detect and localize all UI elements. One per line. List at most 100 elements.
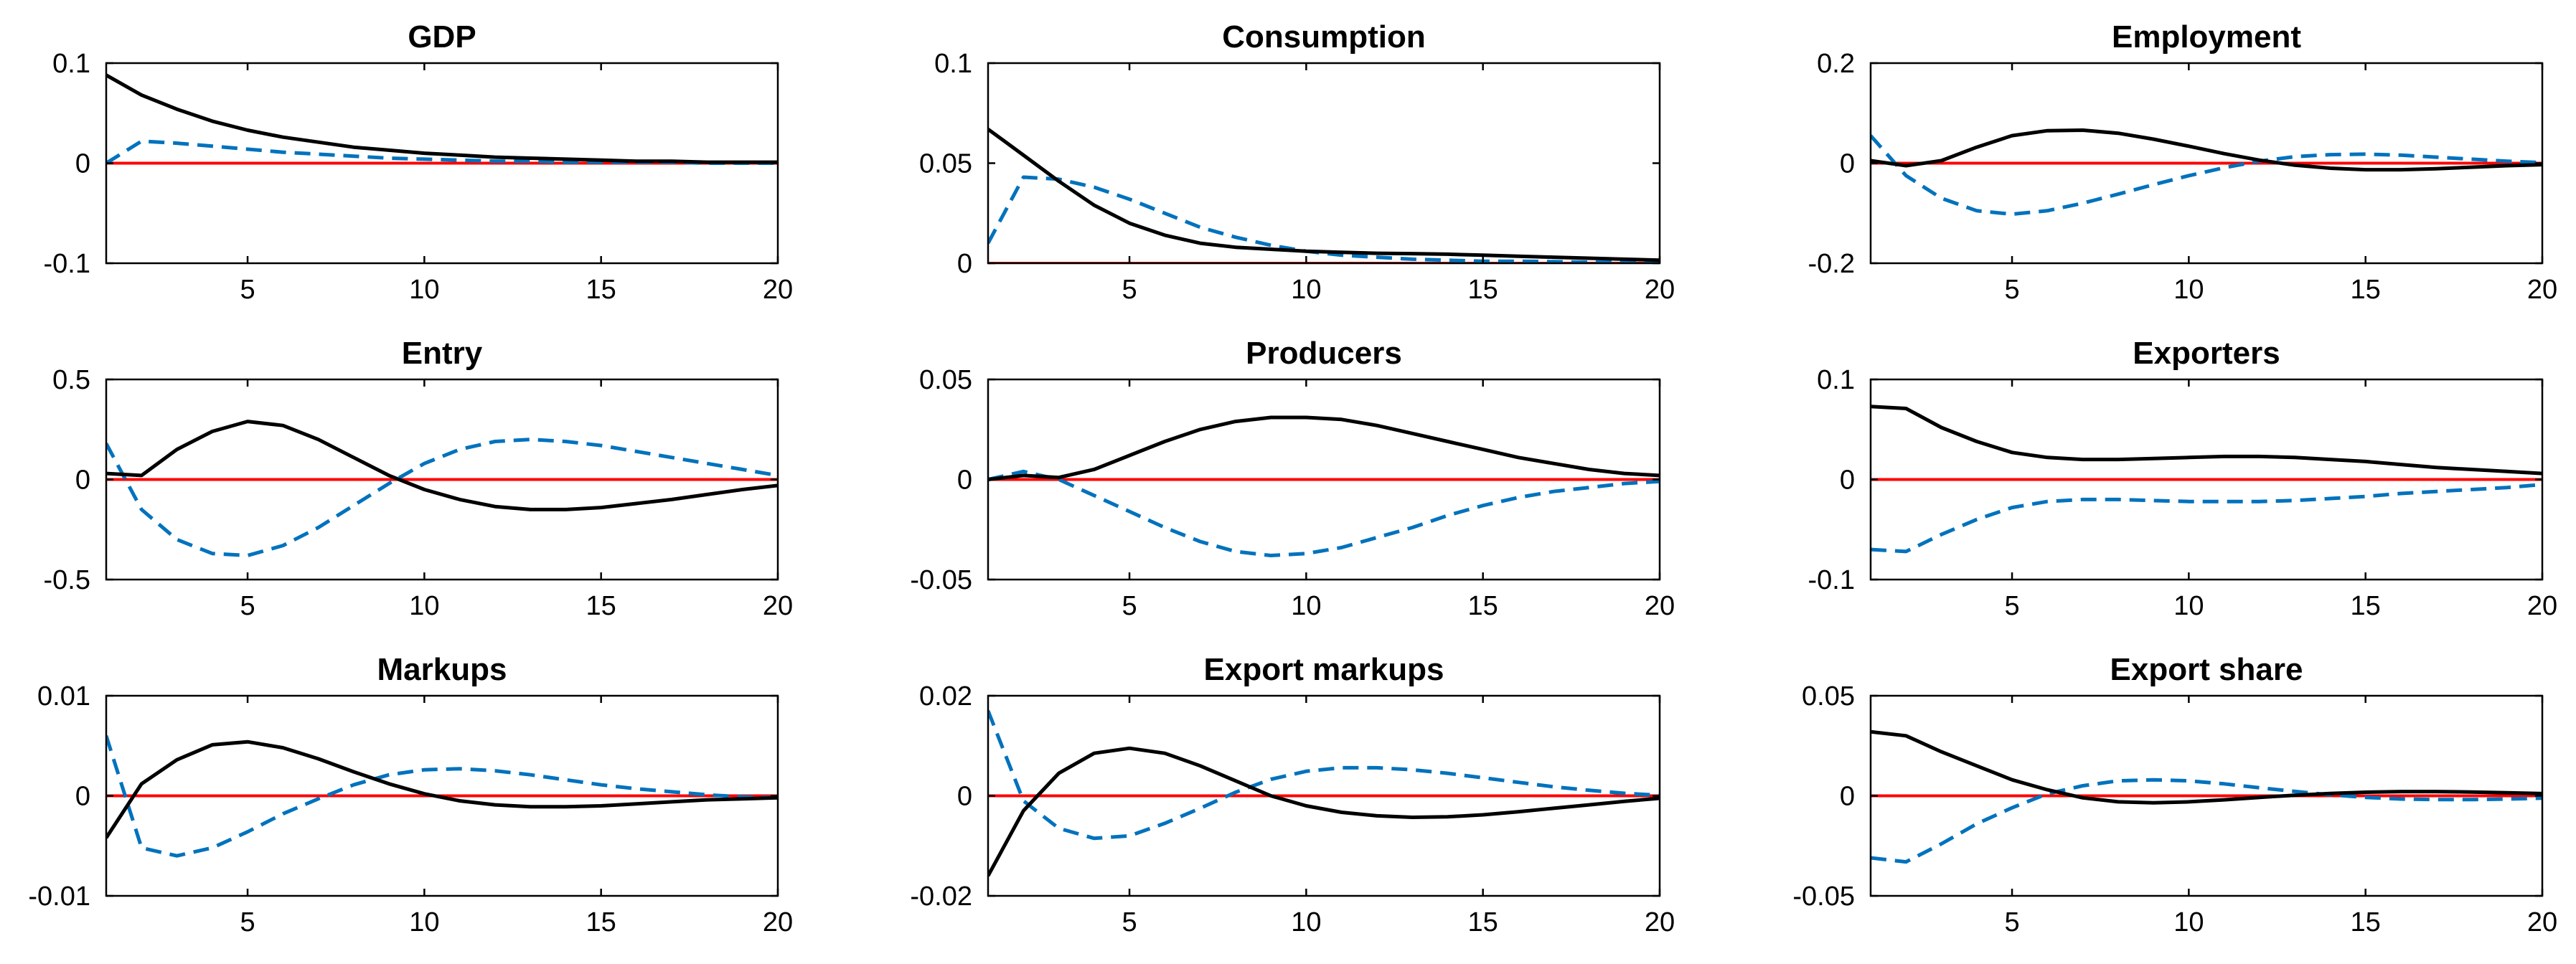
y-tick-label: 0 [1840, 149, 1855, 179]
panel-export-share: Export share 5 10 15 20 -0.05 0 0.05 [1792, 652, 2557, 937]
x-tick-label: 20 [1645, 907, 1675, 937]
panel-consumption: Consumption 5 10 15 20 0 0.05 0.1 [919, 19, 1675, 305]
y-tick-label: 0.5 [52, 365, 90, 395]
y-tick-label: -0.2 [1808, 249, 1855, 279]
x-tick-label: 15 [586, 275, 616, 305]
panel-title: Consumption [1222, 19, 1426, 55]
x-tick-label: 10 [409, 275, 439, 305]
panel-title: Exporters [2133, 336, 2280, 371]
x-tick-label: 10 [1291, 275, 1321, 305]
x-tick-label: 10 [1291, 907, 1321, 937]
series-solid-line [1871, 128, 2542, 172]
panel-producers: Producers 5 10 15 20 -0.05 0 0.05 [910, 336, 1675, 621]
panel-exporters: Exporters 5 10 15 20 -0.1 0 0.1 [1808, 336, 2558, 621]
panel-title: Markups [377, 652, 507, 687]
x-tick-label: 10 [2173, 275, 2204, 305]
series-dashed-line [1871, 134, 2542, 217]
y-tick-label: -0.05 [910, 565, 972, 595]
x-tick-label: 10 [409, 907, 439, 937]
x-tick-label: 5 [1122, 591, 1137, 621]
series-dashed-line [106, 735, 778, 858]
series-solid-line [106, 739, 778, 839]
series-solid-line [1871, 729, 2542, 805]
y-tick-label: -0.05 [1792, 882, 1855, 912]
x-tick-label: 20 [1645, 591, 1675, 621]
x-tick-label: 20 [2527, 275, 2557, 305]
series-dashed-line [988, 469, 1660, 557]
x-tick-label: 5 [2004, 591, 2019, 621]
y-tick-label: 0.01 [37, 681, 90, 712]
series-solid-line [106, 73, 778, 164]
x-tick-label: 15 [2351, 907, 2381, 937]
x-tick-label: 5 [1122, 275, 1137, 305]
y-tick-label: 0.05 [919, 149, 972, 179]
x-tick-label: 5 [240, 591, 255, 621]
x-tick-label: 10 [2173, 907, 2204, 937]
x-tick-label: 20 [763, 907, 793, 937]
panel-title: Export markups [1204, 652, 1444, 687]
x-tick-label: 5 [240, 275, 255, 305]
panel-entry: Entry 5 10 15 20 -0.5 0 0.5 [44, 336, 794, 621]
series-solid-line [1871, 405, 2542, 476]
x-tick-label: 15 [586, 907, 616, 937]
x-tick-label: 5 [240, 907, 255, 937]
y-tick-label: -0.1 [1808, 565, 1855, 595]
series-dashed-line [1871, 778, 2542, 864]
y-tick-label: 0 [957, 782, 972, 812]
series-dashed-line [1871, 483, 2542, 554]
x-tick-label: 15 [1468, 275, 1498, 305]
series-solid-line [988, 128, 1660, 263]
x-tick-label: 10 [2173, 591, 2204, 621]
y-tick-label: 0.02 [919, 681, 972, 712]
series-dashed-line [988, 175, 1660, 263]
y-tick-label: -0.01 [28, 882, 90, 912]
x-tick-label: 5 [2004, 907, 2019, 937]
y-tick-label: 0 [1840, 466, 1855, 496]
x-tick-label: 5 [1122, 907, 1137, 937]
axes-box [987, 62, 1661, 265]
y-tick-label: 0.2 [1817, 49, 1855, 79]
panel-gdp: GDP 5 10 15 20 -0.1 0 0.1 [44, 19, 794, 305]
x-tick-label: 20 [1645, 275, 1675, 305]
x-tick-label: 15 [586, 591, 616, 621]
series-dashed-line [106, 438, 778, 557]
x-tick-label: 15 [1468, 591, 1498, 621]
panel-export-markups: Export markups 5 10 15 20 -0.02 0 0.02 [910, 652, 1675, 937]
y-tick-label: -0.5 [44, 565, 90, 595]
series-solid-line [988, 415, 1660, 481]
x-tick-label: 10 [409, 591, 439, 621]
y-tick-label: 0 [957, 466, 972, 496]
x-tick-label: 20 [2527, 907, 2557, 937]
y-tick-label: 0.05 [919, 365, 972, 395]
series-solid-line [106, 420, 778, 511]
y-tick-label: 0 [75, 782, 90, 812]
panel-markups: Markups 5 10 15 20 -0.01 0 0.01 [28, 652, 793, 937]
x-tick-label: 15 [2351, 275, 2381, 305]
y-tick-label: 0.1 [934, 49, 972, 79]
y-tick-label: 0.1 [52, 49, 90, 79]
x-tick-label: 5 [2004, 275, 2019, 305]
y-tick-label: 0.05 [1802, 681, 1855, 712]
y-tick-label: -0.02 [910, 882, 972, 912]
x-tick-label: 10 [1291, 591, 1321, 621]
x-tick-label: 20 [763, 591, 793, 621]
y-tick-label: 0.1 [1817, 365, 1855, 395]
y-tick-label: 0 [1840, 782, 1855, 812]
x-tick-label: 20 [2527, 591, 2557, 621]
panel-title: Entry [402, 336, 483, 371]
panel-title: Export share [2110, 652, 2303, 687]
y-tick-label: 0 [75, 149, 90, 179]
panel-title: Employment [2112, 19, 2301, 55]
panel-title: GDP [408, 19, 476, 55]
x-tick-label: 15 [2351, 591, 2381, 621]
panel-employment: Employment 5 10 15 20 -0.2 0 0.2 [1808, 19, 2558, 305]
series-dashed-line [988, 709, 1660, 841]
panel-title: Producers [1246, 336, 1402, 371]
y-tick-label: 0 [75, 466, 90, 496]
x-tick-label: 15 [1468, 907, 1498, 937]
x-tick-label: 20 [763, 275, 793, 305]
series-solid-line [988, 746, 1660, 877]
y-tick-label: 0 [957, 249, 972, 279]
y-tick-label: -0.1 [44, 249, 90, 279]
